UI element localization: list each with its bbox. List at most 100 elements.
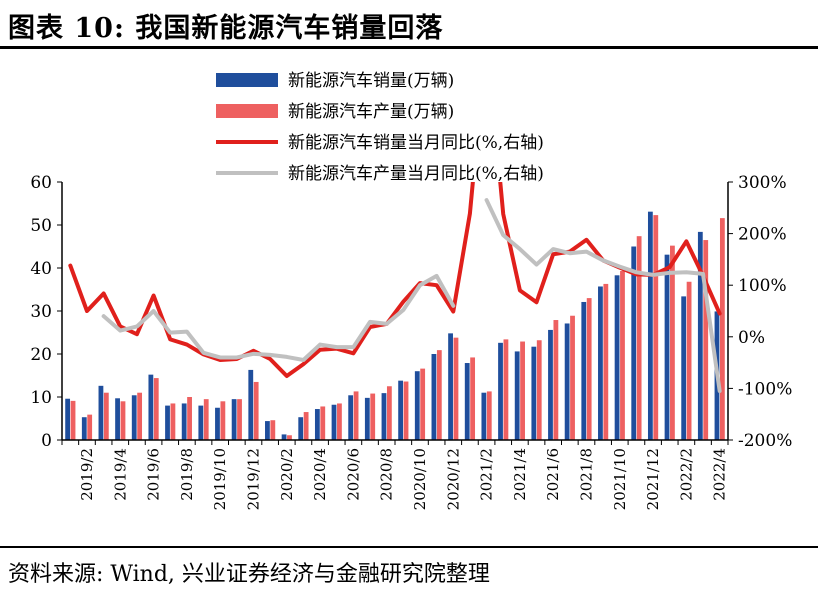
x-tick-label: 2022/2 [677, 448, 695, 501]
production-bar [237, 399, 242, 440]
production-bar [137, 392, 143, 440]
right-tick-label: 100% [738, 276, 787, 296]
x-tick-label: 2019/12 [244, 448, 262, 510]
source-divider [0, 546, 818, 548]
x-tick-label: 2020/12 [444, 448, 462, 510]
right-tick-label: -100% [738, 379, 792, 399]
x-tick-label: 2019/4 [111, 448, 129, 501]
production-bar [420, 368, 426, 440]
sales-bar [414, 371, 420, 440]
axes-layer: 0 10 20 30 40 50 60 -200% -100% 0% 100% 200% 300% 201… [30, 173, 792, 510]
production-bar [253, 381, 259, 440]
legend-swatch [216, 73, 278, 87]
x-tick-label: 2020/8 [378, 448, 396, 501]
sales-bar [98, 385, 104, 440]
production-bar [403, 381, 409, 440]
sales-bar [398, 380, 404, 440]
x-tick-label: 2019/10 [211, 448, 229, 510]
sales-bar [314, 409, 320, 440]
sales-bar [631, 246, 637, 440]
production-bar [520, 341, 525, 440]
legend-label: 新能源汽车销量(万辆) [288, 71, 454, 91]
production-bar [553, 320, 559, 440]
left-tick-label: 50 [30, 216, 52, 236]
bars-layer [65, 211, 725, 440]
production-bar [570, 315, 575, 440]
production-bar [303, 412, 309, 440]
x-tick-label: 2020/2 [278, 448, 296, 501]
legend-swatch [216, 104, 278, 118]
title-divider [0, 46, 818, 49]
x-tick-label: 2019/6 [145, 448, 163, 501]
sales-bar [165, 405, 170, 440]
production-bar [353, 391, 359, 440]
lines-layer [68, 182, 722, 393]
sales-bar [364, 397, 370, 440]
production-bar [620, 271, 625, 440]
left-tick-label: 30 [30, 302, 52, 322]
x-tick-label: 2020/4 [311, 448, 329, 501]
left-tick-label: 0 [41, 431, 52, 451]
production-bar [70, 400, 76, 440]
production-bar [337, 403, 342, 440]
production-bar [370, 393, 376, 440]
sales-bar [647, 211, 653, 440]
sales-bar [681, 296, 687, 440]
x-tick-label: 2020/6 [344, 448, 362, 501]
production-bar [287, 435, 292, 440]
chart-title: 图表 10: 我国新能源汽车销量回落 [8, 13, 444, 44]
production-bar [503, 339, 509, 440]
sales-bar [281, 434, 287, 440]
right-tick-label: 300% [738, 173, 787, 193]
production-bar [203, 399, 209, 440]
sales-bar [697, 231, 703, 440]
chart-canvas: 0 10 20 30 40 50 60 -200% -100% 0% 100% 200% 300% 201… [30, 71, 792, 510]
production-bar [436, 350, 442, 440]
x-tick-label: 2021/6 [544, 448, 562, 501]
production-bar [320, 406, 326, 440]
left-tick-label: 60 [30, 173, 52, 193]
production-bar [170, 403, 176, 440]
production-bar [703, 240, 709, 440]
sales-bar [564, 323, 570, 440]
sales-bar [381, 393, 387, 440]
right-tick-label: 0% [738, 328, 765, 348]
production-bar [187, 397, 192, 440]
x-tick-label: 2019/2 [78, 448, 96, 501]
sales-bar [65, 398, 71, 440]
right-tick-label: -200% [738, 431, 792, 451]
production-bar [103, 392, 109, 440]
production-bar [486, 391, 492, 440]
sales-bar [664, 254, 670, 440]
production-bar [270, 420, 276, 440]
right-tick-label: 200% [738, 225, 787, 245]
sales-bar [215, 407, 220, 440]
sales-bar [581, 301, 587, 440]
x-tick-label: 2021/12 [644, 448, 662, 510]
left-tick-label: 20 [30, 345, 52, 365]
sales-bar [548, 329, 553, 440]
sales-bar [231, 399, 237, 440]
legend-label: 新能源汽车产量(万辆) [288, 102, 454, 122]
x-tick-label: 2021/10 [611, 448, 629, 510]
sales-bar [348, 395, 354, 440]
sales-bar [514, 351, 520, 440]
production-bar [536, 340, 542, 440]
production-bar [636, 236, 642, 440]
sales-bar [131, 395, 137, 440]
sales-bar [298, 417, 304, 440]
left-tick-label: 10 [30, 388, 52, 408]
left-tick-label: 40 [30, 259, 52, 279]
legend-label: 新能源汽车产量当月同比(%,右轴) [288, 164, 544, 184]
sales-bar [531, 346, 537, 440]
production-bar [653, 215, 659, 440]
sales-bar [498, 342, 503, 440]
sales-bar [431, 354, 437, 440]
production-bar [719, 218, 725, 440]
production-bar [386, 386, 392, 440]
production-bar [153, 378, 159, 440]
production-bar [87, 414, 93, 440]
sales-bar [614, 275, 620, 440]
x-tick-label: 2022/4 [711, 448, 729, 501]
production-bar [120, 401, 126, 440]
